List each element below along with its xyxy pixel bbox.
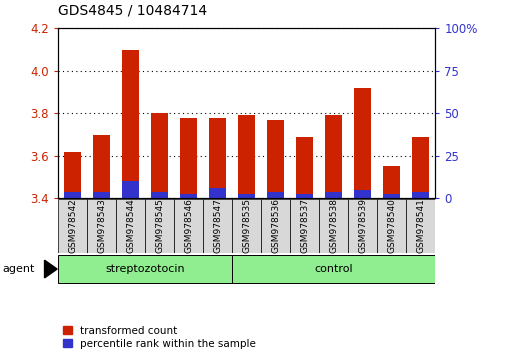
Bar	[354, 190, 371, 198]
Bar	[377, 199, 405, 252]
Text: streptozotocin: streptozotocin	[105, 264, 185, 274]
Bar	[324, 192, 342, 198]
Bar	[150, 192, 168, 198]
Bar	[267, 192, 284, 198]
Bar	[382, 194, 399, 198]
Bar	[203, 199, 231, 252]
Bar	[267, 120, 284, 198]
Text: GSM978544: GSM978544	[126, 198, 135, 253]
Text: GSM978536: GSM978536	[271, 198, 280, 253]
Text: GSM978545: GSM978545	[155, 198, 164, 253]
Bar	[324, 115, 342, 198]
Bar	[237, 194, 255, 198]
Bar	[295, 137, 313, 198]
Bar	[261, 199, 289, 252]
Bar	[295, 194, 313, 198]
Bar	[59, 255, 231, 283]
Bar	[145, 199, 174, 252]
Text: agent: agent	[3, 264, 35, 274]
Text: GSM978547: GSM978547	[213, 198, 222, 253]
Text: control: control	[314, 264, 352, 274]
Text: GDS4845 / 10484714: GDS4845 / 10484714	[58, 4, 207, 18]
Bar	[290, 199, 318, 252]
Text: GSM978546: GSM978546	[184, 198, 193, 253]
Polygon shape	[44, 260, 57, 278]
Bar	[348, 199, 376, 252]
Bar	[180, 194, 197, 198]
Bar	[174, 199, 203, 252]
Bar	[150, 113, 168, 198]
Text: GSM978537: GSM978537	[299, 198, 309, 253]
Bar	[406, 199, 434, 252]
Bar	[87, 199, 116, 252]
Bar	[93, 192, 110, 198]
Text: GSM978538: GSM978538	[329, 198, 337, 253]
Bar	[59, 199, 87, 252]
Bar	[237, 115, 255, 198]
Bar	[209, 118, 226, 198]
Bar	[122, 181, 139, 198]
Text: GSM978535: GSM978535	[242, 198, 250, 253]
Bar	[232, 255, 434, 283]
Bar	[116, 199, 144, 252]
Bar	[180, 118, 197, 198]
Legend: transformed count, percentile rank within the sample: transformed count, percentile rank withi…	[63, 326, 256, 349]
Bar	[122, 50, 139, 198]
Bar	[209, 188, 226, 198]
Bar	[232, 199, 261, 252]
Bar	[411, 192, 429, 198]
Text: GSM978541: GSM978541	[415, 198, 424, 253]
Bar	[411, 137, 429, 198]
Bar	[64, 152, 81, 198]
Bar	[319, 199, 347, 252]
Text: GSM978542: GSM978542	[68, 198, 77, 253]
Text: GSM978543: GSM978543	[97, 198, 106, 253]
Bar	[382, 166, 399, 198]
Bar	[64, 192, 81, 198]
Text: GSM978539: GSM978539	[358, 198, 367, 253]
Bar	[93, 135, 110, 198]
Bar	[354, 88, 371, 198]
Text: GSM978540: GSM978540	[386, 198, 395, 253]
